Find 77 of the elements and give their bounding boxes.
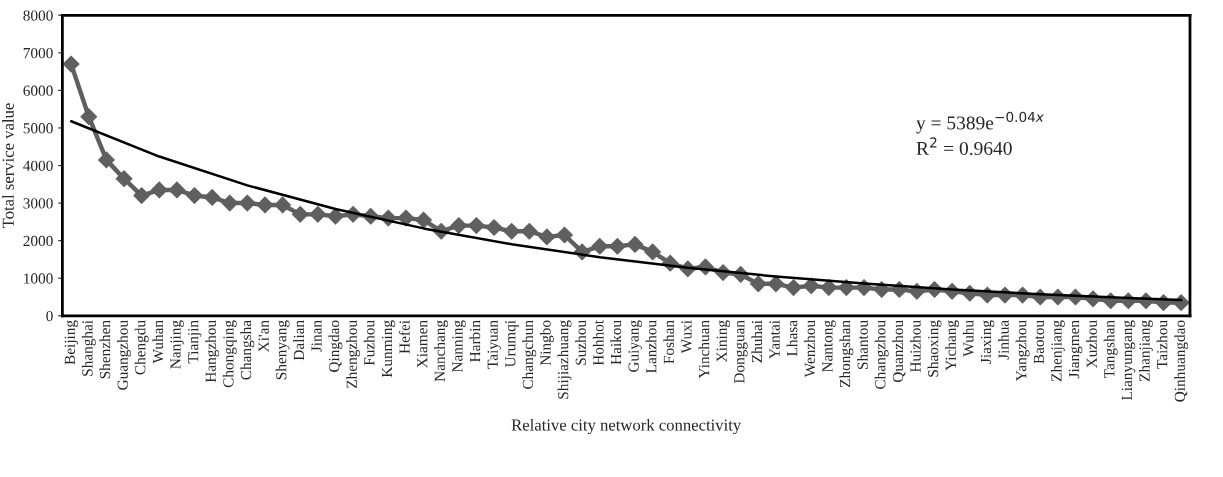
x-tick-label: Qinhuangdao: [1174, 320, 1189, 402]
x-tick-label: Yinchuan: [698, 320, 710, 379]
x-tick-label: Foshan: [663, 320, 675, 364]
annotation: y = 5389e$^{−0.04x}$: [916, 111, 1044, 134]
x-tick-label: Xining: [716, 320, 731, 363]
x-tick-label: Nanchang: [434, 320, 449, 382]
x-tick-label: Tianjin: [188, 320, 202, 364]
x-tick-label: Qingdao: [328, 320, 343, 372]
x-tick-label: Changsha: [240, 320, 255, 380]
x-tick-label: Huizhou: [909, 320, 921, 373]
x-tick-label: Hohhot: [592, 320, 604, 366]
x-tick-label: Guiyang: [628, 320, 642, 372]
x-tick-label: Taizhou: [1156, 320, 1168, 369]
x-tick-label: Shaoxing: [927, 320, 942, 377]
y-tick-label: 8000: [23, 10, 53, 21]
x-tick-label: Harbin: [469, 320, 481, 362]
x-tick-label: Nantong: [822, 320, 836, 373]
x-tick-label: Nanjing: [170, 320, 184, 369]
x-tick-label: Suzhou: [575, 320, 586, 365]
x-tick-label: Jiaxing: [980, 320, 995, 364]
x-tick-label: Zhengzhou: [346, 320, 361, 388]
x-tick-label: Dongguan: [734, 320, 748, 384]
x-tick-label: Chongqing: [222, 320, 237, 388]
x-tick-label: Wenzhou: [804, 320, 816, 378]
x-tick-label: Nanning: [452, 320, 466, 373]
x-tick-label: Dalian: [293, 320, 305, 361]
x-tick-label: Xiamen: [417, 320, 428, 368]
annotation: R$^{2}$ = 0.9640: [916, 137, 1012, 156]
x-tick-label: Shenyang: [275, 320, 290, 380]
x-tick-label: Jiangmen: [1068, 320, 1083, 379]
x-tick-label: Yantai: [769, 320, 780, 359]
x-tick-label: Baotou: [1033, 320, 1045, 364]
x-tick-label: Wuhan: [152, 320, 164, 364]
x-tick-label: Lhasa: [786, 320, 798, 356]
x-tick-label: Changchun: [522, 320, 537, 389]
x-tick-label: Wuxi: [681, 320, 692, 354]
x-tick-label: Jinhua: [998, 320, 1009, 360]
x-tick-label: Shanghai: [81, 320, 96, 376]
y-tick-label: 5000: [23, 123, 53, 134]
x-tick-label: Zhongshan: [839, 320, 854, 388]
x-tick-label: Ningbo: [539, 320, 554, 366]
y-tick-label: 2000: [23, 235, 53, 247]
x-tick-label: Xi'an: [258, 320, 269, 353]
x-tick-label: Wuhu: [962, 320, 974, 357]
x-tick-label: Kunming: [381, 320, 396, 378]
x-tick-label: Shenzhen: [99, 320, 111, 379]
x-axis-title: Relative city network connectivity: [511, 418, 742, 435]
y-tick-label: 7000: [23, 47, 53, 59]
x-tick-label: Shantou: [857, 320, 868, 369]
x-tick-label: Hefei: [398, 320, 410, 354]
y-tick-label: 0: [46, 310, 53, 322]
x-tick-label: Beijing: [64, 320, 79, 365]
x-tick-label: Hangzhou: [205, 320, 220, 383]
x-tick-label: Changzhou: [874, 320, 889, 389]
x-tick-label: Haikou: [610, 320, 622, 365]
y-tick-label: 3000: [23, 198, 53, 209]
x-tick-label: Lianyungang: [1121, 320, 1136, 401]
x-tick-label: Chengdu: [134, 320, 149, 375]
y-axis-title: Total service value: [2, 103, 14, 229]
x-tick-label: Tangshan: [1103, 320, 1118, 378]
x-tick-label: Xuzhou: [1086, 320, 1097, 368]
y-tick-label: 6000: [23, 85, 53, 96]
x-tick-label: Taiyuan: [487, 320, 501, 369]
x-tick-label: Zhanjiang: [1138, 320, 1153, 382]
x-tick-label: Zhenjiang: [1050, 320, 1065, 382]
x-tick-label: Yangzhou: [1015, 320, 1030, 382]
x-tick-label: Jinan: [311, 320, 322, 352]
x-tick-label: Zhuhai: [751, 320, 763, 363]
y-tick-label: 4000: [23, 160, 53, 171]
x-tick-label: Urumqi: [505, 320, 519, 368]
y-tick-label: 1000: [24, 273, 53, 284]
x-tick-label: Quanzhou: [892, 320, 906, 383]
x-tick-label: Lanzhou: [645, 320, 657, 373]
x-tick-label: Fuzhou: [363, 320, 375, 366]
x-tick-label: Yichang: [945, 320, 960, 371]
x-tick-label: Guangzhou: [117, 320, 131, 390]
x-tick-label: Shijiazhuang: [557, 320, 572, 399]
